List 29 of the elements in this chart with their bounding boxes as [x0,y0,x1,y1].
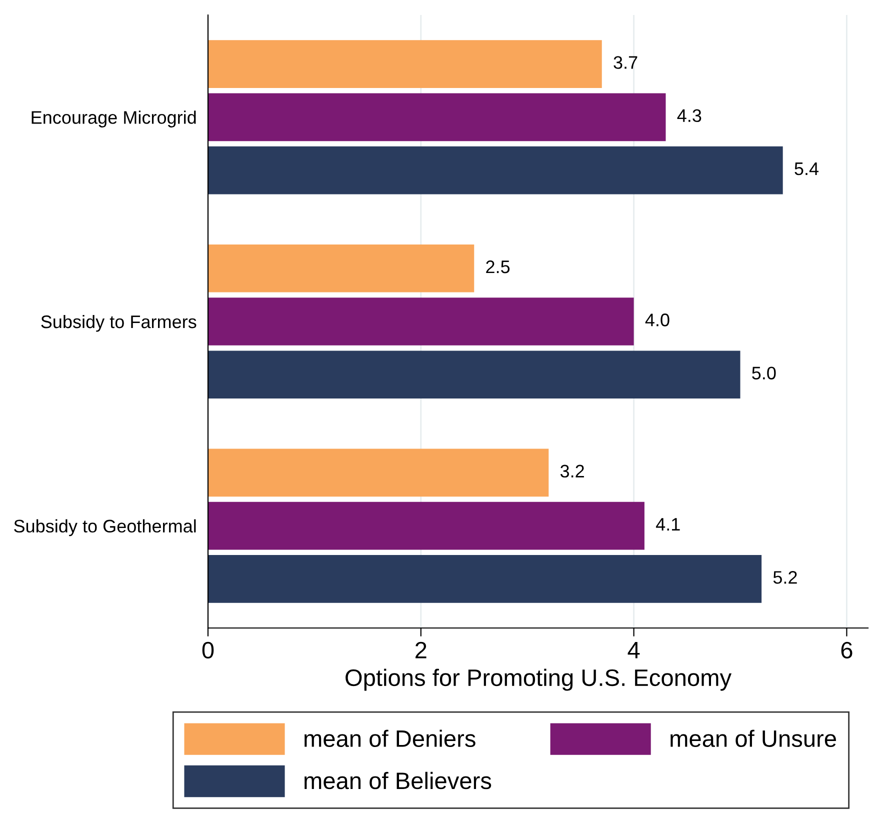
data-label: 4.3 [677,109,702,122]
bar [208,448,549,497]
legend-label: mean of Deniers [304,730,476,748]
x-tick-label: 0 [202,642,214,659]
bar [208,40,602,88]
bar [208,244,474,292]
y-tick-label: Subsidy to Farmers [41,314,196,332]
data-label: 4.1 [656,518,680,530]
data-label: 5.2 [773,571,797,584]
x-axis-title: Options for Promoting U.S. Economy [346,668,732,691]
x-tick-label: 4 [628,642,640,658]
y-tick-label: Encourage Microgrid [32,110,196,128]
data-label: 3.2 [560,464,584,478]
data-label: 2.5 [486,260,510,274]
x-tick-label: 6 [841,642,852,659]
legend-label: mean of Believers [304,772,492,790]
bar [208,298,634,346]
bar [208,350,740,399]
bar [208,555,762,603]
x-tick-label: 2 [416,642,426,658]
data-label: 5.4 [794,162,819,176]
bar [208,93,666,142]
bar [208,502,644,550]
data-label: 3.7 [614,56,638,69]
y-tick-label: Subsidy to Geothermal [14,519,196,536]
data-label: 5.0 [752,366,776,380]
data-label: 4.0 [645,314,670,326]
bar [208,146,783,194]
legend-label: mean of Unsure [670,730,836,748]
